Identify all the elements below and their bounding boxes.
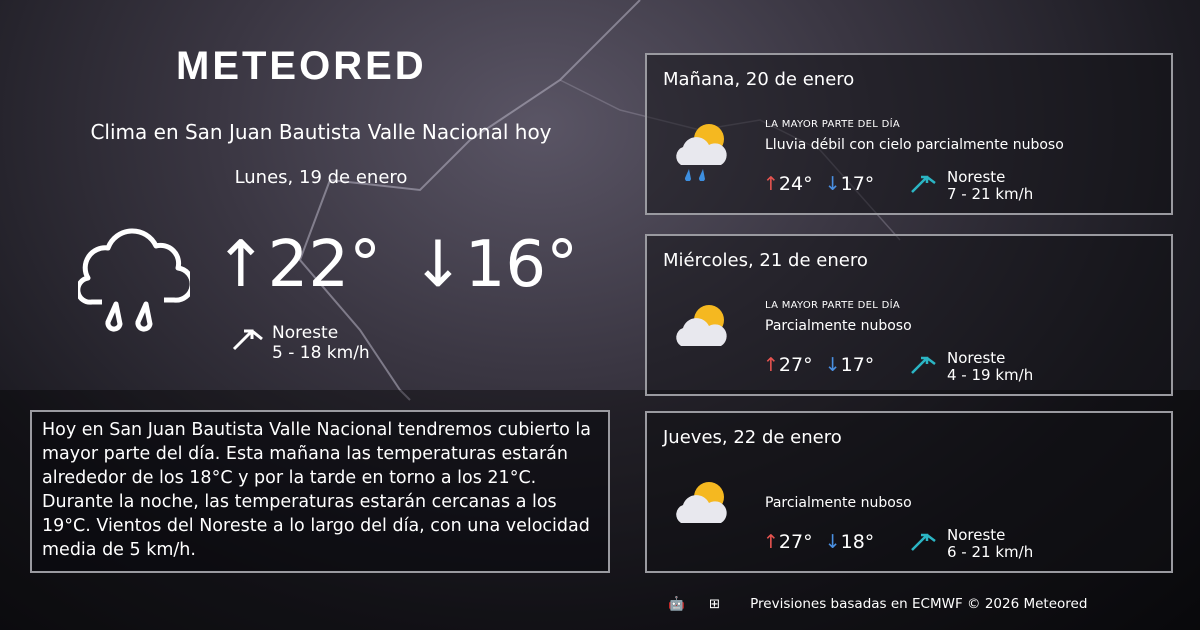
forecast-min: 18° [840,531,875,553]
forecast-max: 27° [778,354,813,376]
forecast-card[interactable]: Jueves, 22 de enero Parcialmente nuboso … [645,411,1173,573]
forecast-wind-direction: Noreste [947,526,1006,544]
arrow-up-icon: ↑ [763,531,779,553]
forecast-wind-speed: 7 - 21 km/h [947,185,1034,203]
forecast-label: LA MAYOR PARTE DEL DÍA [765,300,900,311]
today-date: Lunes, 19 de enero [234,167,408,188]
today-description: Hoy en San Juan Bautista Valle Nacional … [30,410,610,573]
wind-direction-icon [911,356,936,374]
forecast-max: 24° [778,173,813,195]
android-icon[interactable]: 🤖 [668,596,685,612]
today-wind: Noreste 5 - 18 km/h [230,323,370,363]
arrow-down-icon: ↓ [824,173,841,195]
forecast-min: 17° [840,173,875,195]
arrow-up-icon: ↑ [763,173,779,195]
forecast-date: Miércoles, 21 de enero [663,250,868,271]
forecast-wind-direction: Noreste [947,168,1006,186]
today-min: ↓16° [411,228,579,302]
cloud-rain-icon [78,228,190,332]
forecast-wind-direction: Noreste [947,349,1006,367]
wind-direction: Noreste [272,323,339,343]
forecast-card[interactable]: Mañana, 20 de enero LA MAYOR PARTE DEL D… [645,53,1173,215]
footer-text: Previsiones basadas en ECMWF © 2026 Mete… [750,596,1088,612]
sun-cloud-icon [676,305,727,346]
windows-icon[interactable]: ⊞ [708,596,721,612]
today-max: ↑22° [214,228,382,302]
page-title: Clima en San Juan Bautista Valle Naciona… [90,120,552,144]
forecast-max: 27° [778,531,813,553]
forecast-date: Mañana, 20 de enero [663,69,855,90]
wind-direction-icon [911,533,936,551]
forecast-wind-speed: 6 - 21 km/h [947,543,1034,561]
forecast-card[interactable]: Miércoles, 21 de enero LA MAYOR PARTE DE… [645,234,1173,396]
forecast-min: 17° [840,354,875,376]
wind-direction-icon [232,329,263,351]
today-temperatures: ↑22° ↓16° [214,228,608,302]
forecast-condition: Lluvia débil con cielo parcialmente nubo… [765,137,1064,153]
sun-cloud-rain-icon [676,124,727,181]
arrow-down-icon: ↓ [824,531,841,553]
meteored-logo: METEORED [176,44,427,88]
forecast-condition: Parcialmente nuboso [765,495,912,511]
sun-cloud-icon [676,482,727,523]
wind-speed: 5 - 18 km/h [272,343,370,363]
wind-direction-icon [911,175,936,193]
forecast-wind-speed: 4 - 19 km/h [947,366,1034,384]
forecast-label: LA MAYOR PARTE DEL DÍA [765,119,900,130]
footer: 🤖 ⊞ Previsiones basadas en ECMWF © 2026 … [668,596,1087,612]
forecast-condition: Parcialmente nuboso [765,318,912,334]
arrow-down-icon: ↓ [824,354,841,376]
arrow-up-icon: ↑ [763,354,779,376]
forecast-date: Jueves, 22 de enero [663,427,842,448]
